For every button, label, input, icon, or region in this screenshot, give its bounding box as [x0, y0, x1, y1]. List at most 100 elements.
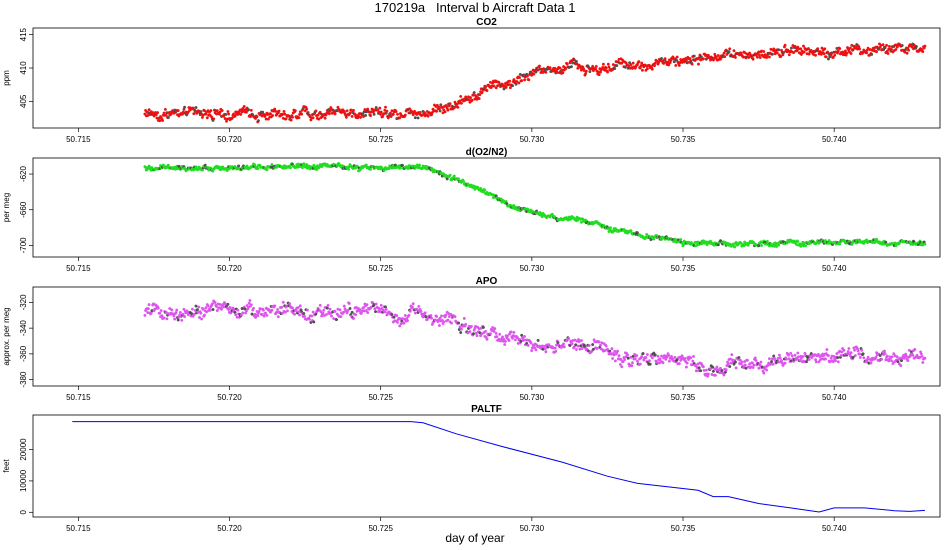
data-point	[775, 51, 779, 55]
data-point	[508, 86, 512, 90]
data-point	[826, 57, 830, 61]
data-point	[706, 372, 710, 376]
data-point	[269, 310, 272, 314]
data-point	[726, 362, 730, 366]
data-point	[326, 303, 330, 307]
data-point	[276, 308, 280, 311]
data-point	[297, 310, 301, 314]
data-point	[236, 308, 240, 312]
data-point	[814, 53, 818, 57]
data-point	[538, 64, 541, 68]
data-point	[330, 314, 333, 318]
data-point	[354, 313, 358, 317]
data-point	[831, 55, 835, 59]
data-point	[518, 76, 522, 80]
data-point	[366, 107, 370, 111]
data-point	[807, 357, 811, 361]
data-point	[883, 352, 887, 356]
data-point	[316, 113, 320, 117]
panel-paltf: PALTF feet 50.715 50.720 50.725 50.730 50.735 5…	[2, 404, 941, 533]
data-point	[199, 311, 203, 315]
x-tick-label: 50.740	[822, 135, 847, 144]
data-point	[333, 112, 337, 116]
data-point	[733, 360, 737, 364]
data-point	[796, 240, 800, 243]
data-point	[677, 63, 681, 67]
data-point	[692, 54, 696, 58]
data-point	[734, 240, 738, 244]
data-point	[205, 116, 209, 120]
data-point	[759, 360, 763, 364]
data-point	[534, 348, 538, 352]
data-point	[147, 108, 151, 112]
data-point	[840, 350, 844, 354]
data-point	[548, 66, 552, 70]
data-point	[379, 110, 383, 114]
data-point	[515, 80, 519, 83]
data-point	[752, 363, 756, 367]
data-point	[288, 166, 292, 170]
data-point	[479, 334, 483, 338]
data-point	[408, 309, 412, 313]
data-point	[520, 333, 524, 337]
data-point	[364, 113, 368, 117]
data-point	[823, 47, 827, 51]
data-point	[445, 177, 449, 181]
data-point	[733, 55, 737, 59]
data-point	[777, 48, 781, 52]
data-point	[371, 301, 375, 305]
data-point	[459, 101, 463, 105]
data-point	[252, 306, 255, 310]
data-point	[318, 303, 322, 307]
data-point	[347, 302, 351, 305]
data-point	[401, 163, 404, 167]
data-point	[239, 313, 243, 317]
data-point	[584, 72, 588, 76]
data-point	[816, 352, 820, 356]
data-point	[750, 361, 754, 365]
data-point	[325, 306, 329, 310]
data-point	[176, 318, 180, 322]
data-point	[516, 336, 519, 340]
data-point	[866, 355, 870, 359]
data-point	[503, 343, 507, 346]
data-point	[880, 357, 884, 361]
data-point	[825, 348, 829, 352]
data-point	[836, 356, 840, 360]
data-point	[650, 356, 654, 360]
data-point	[836, 49, 840, 53]
data-point	[594, 64, 598, 68]
data-point	[533, 346, 536, 350]
data-point	[358, 308, 362, 312]
data-point	[298, 304, 302, 308]
data-point	[907, 348, 911, 352]
data-point	[618, 363, 622, 366]
data-point	[264, 311, 267, 315]
data-point	[270, 163, 274, 166]
y-tick-label: -340	[19, 320, 28, 337]
data-point	[620, 61, 624, 65]
data-point	[526, 343, 530, 347]
data-point	[257, 309, 261, 313]
data-point	[398, 116, 402, 120]
data-point	[616, 349, 620, 353]
data-point	[413, 311, 417, 315]
data-point	[675, 58, 678, 62]
data-point	[243, 307, 247, 311]
data-point	[836, 360, 840, 364]
x-tick-label: 50.735	[671, 135, 696, 144]
data-point	[743, 363, 747, 367]
data-point	[333, 309, 337, 313]
x-tick-label: 50.740	[822, 264, 847, 273]
data-point	[347, 167, 351, 171]
data-point	[261, 308, 265, 312]
data-point	[492, 84, 496, 88]
data-point	[631, 361, 634, 365]
data-point	[346, 309, 350, 312]
data-point	[182, 307, 186, 311]
data-point	[858, 355, 862, 359]
data-point	[627, 64, 631, 68]
data-point	[450, 321, 453, 325]
data-point	[728, 47, 732, 51]
data-point	[407, 313, 411, 317]
